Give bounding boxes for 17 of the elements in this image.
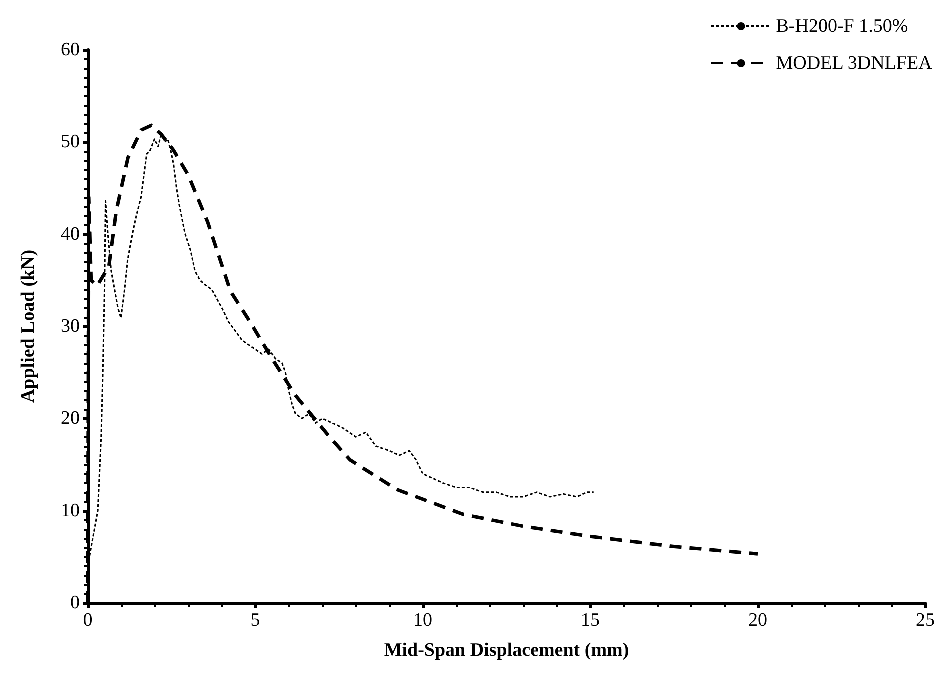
y-tick-label: 0 [70, 592, 80, 614]
y-tick-label: 60 [61, 40, 80, 60]
x-tick-label: 5 [250, 610, 260, 631]
legend-label: B-H200-F 1.50% [776, 16, 908, 37]
y-tick-label: 30 [61, 316, 80, 337]
x-tick-label: 15 [581, 610, 600, 631]
x-tick-label: 10 [414, 610, 432, 631]
legend-label: MODEL 3DNLFEA [776, 53, 933, 74]
x-tick-label: 25 [916, 610, 935, 631]
x-tick-label: 0 [83, 610, 93, 631]
y-tick-label: 50 [61, 132, 80, 153]
y-tick-label: 10 [61, 500, 80, 522]
y-tick-label: 20 [61, 408, 80, 430]
y-axis-title: Applied Load (kN) [18, 250, 39, 404]
x-axis-title: Mid-Span Displacement (mm) [384, 640, 630, 661]
y-tick-label: 40 [61, 224, 80, 245]
x-tick-label: 20 [748, 610, 768, 631]
